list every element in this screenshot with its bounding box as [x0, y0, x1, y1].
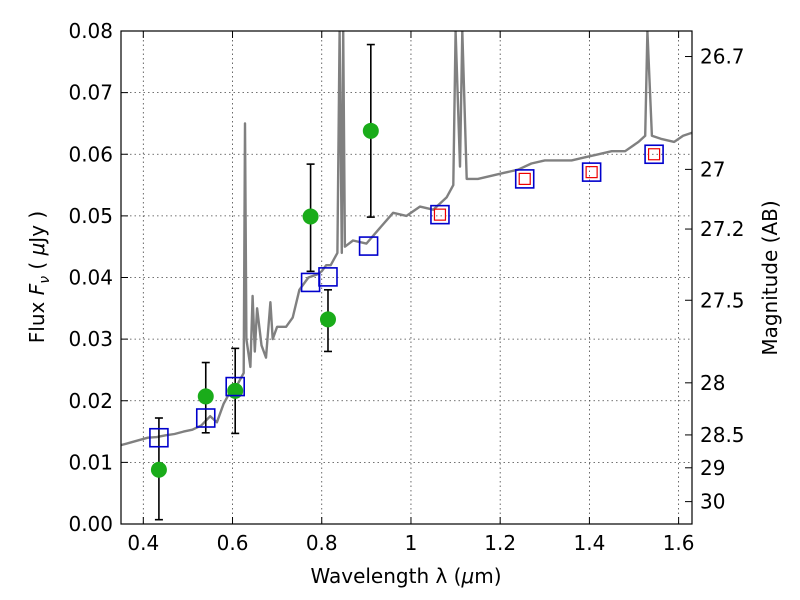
model-square [225, 376, 245, 397]
y-tick-label: 0.01 [68, 450, 113, 474]
observed-point [150, 461, 167, 478]
observed-point [319, 311, 336, 328]
x-tick-label: 0.8 [306, 531, 338, 555]
axes-ticks: 0.4 0.6 0.8 1 1.2 1.4 1.6 0.00 0.01 0.02 0.03 0.04 0… [68, 19, 744, 555]
model-inner-square [647, 148, 661, 161]
mag-tick-label: 28.5 [700, 423, 745, 447]
model-inner-square [585, 166, 598, 179]
mag-tick-label: 26.7 [700, 45, 745, 69]
x-axis-label: Wavelength λ (μm) [310, 564, 501, 588]
spectrum-line [121, 31, 692, 447]
x-tick-label: 1.4 [573, 531, 605, 555]
y-axis-label: Flux Fν ( μJy ) [25, 211, 53, 343]
observed-point [362, 122, 379, 139]
grid-lines [121, 30, 692, 525]
mag-tick-label: 27 [700, 157, 725, 181]
mag-tick-label: 29 [700, 456, 725, 480]
y-tick-label: 0.04 [68, 266, 113, 290]
model-square [581, 162, 602, 182]
x-tick-label: 1 [405, 531, 418, 555]
model-square [430, 204, 450, 225]
mag-tick-label: 30 [700, 490, 725, 514]
model-inner-square [433, 208, 447, 221]
mag-tick-label: 27.2 [700, 217, 745, 241]
y-tick-label: 0.03 [68, 327, 113, 351]
observed-point [227, 382, 244, 399]
model-inner-square [518, 172, 531, 185]
y-tick-label: 0.00 [68, 512, 113, 536]
model-square [514, 169, 535, 189]
observed-point [302, 208, 319, 225]
mag-tick-label: 27.5 [700, 288, 745, 312]
y-tick-label: 0.07 [68, 81, 113, 105]
y-tick-label: 0.08 [68, 19, 113, 43]
model-points [149, 144, 664, 448]
model-square [195, 408, 216, 428]
model-square [149, 427, 169, 448]
model-square [644, 144, 664, 165]
y-tick-label: 0.05 [68, 204, 113, 228]
x-tick-label: 0.4 [127, 531, 159, 555]
y-tick-label: 0.06 [68, 142, 113, 166]
magnitude-axis-label: Magnitude (AB) [758, 200, 782, 355]
observed-point [197, 388, 214, 405]
model-square [318, 267, 338, 287]
x-tick-label: 1.2 [484, 531, 516, 555]
spectrum-layer [121, 31, 692, 447]
mag-tick-label: 28 [700, 371, 725, 395]
y-tick-label: 0.02 [68, 389, 113, 413]
x-tick-label: 0.6 [217, 531, 249, 555]
x-tick-label: 1.6 [663, 531, 695, 555]
model-square [358, 236, 379, 256]
